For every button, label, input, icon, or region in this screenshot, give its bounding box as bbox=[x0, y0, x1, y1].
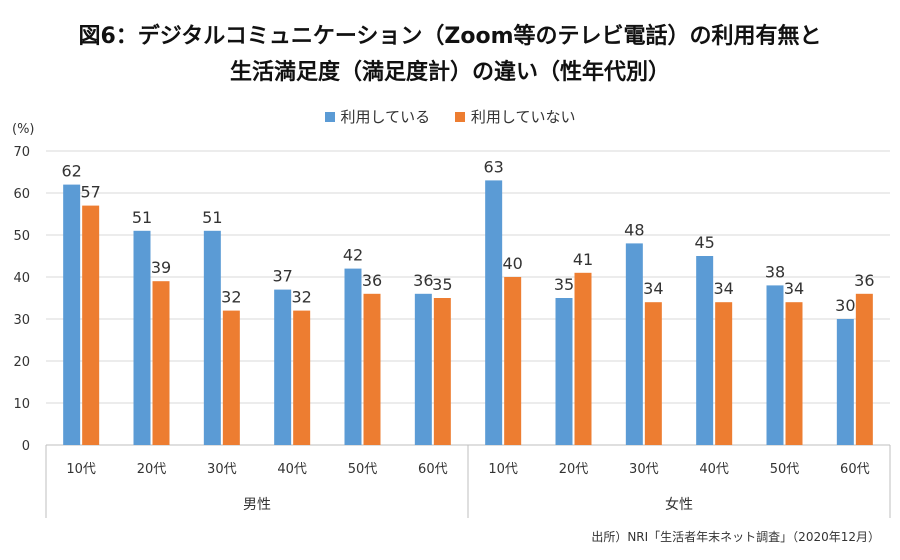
data-label: 42 bbox=[343, 246, 363, 265]
data-label: 48 bbox=[624, 220, 644, 239]
bar-not-using bbox=[574, 272, 592, 445]
bar-using bbox=[344, 268, 362, 445]
source-note: 出所）NRI「生活者年末ネット調査」（2020年12月） bbox=[591, 530, 880, 544]
data-label: 36 bbox=[362, 271, 382, 290]
bar-not-using bbox=[644, 302, 662, 445]
bar-not-using bbox=[855, 293, 873, 445]
bar-not-using bbox=[785, 302, 803, 445]
data-label: 39 bbox=[151, 258, 171, 277]
data-label: 30 bbox=[835, 296, 855, 315]
data-label: 32 bbox=[291, 288, 311, 307]
bar-not-using bbox=[715, 302, 733, 445]
data-label: 51 bbox=[202, 208, 222, 227]
bar-not-using bbox=[293, 310, 311, 445]
bar-using bbox=[203, 230, 221, 445]
x-tick-label: 10代 bbox=[488, 462, 518, 477]
legend-label-using: 利用している bbox=[340, 108, 431, 126]
y-tick-label: 60 bbox=[13, 187, 30, 202]
data-label: 51 bbox=[132, 208, 152, 227]
bar-not-using bbox=[504, 277, 522, 445]
legend-item-using: 利用している bbox=[324, 106, 431, 127]
bar-not-using bbox=[222, 310, 240, 445]
legend-item-not-using: 利用していない bbox=[454, 106, 576, 127]
data-label: 35 bbox=[432, 275, 452, 294]
data-label: 36 bbox=[854, 271, 874, 290]
x-tick-label: 30代 bbox=[629, 462, 659, 477]
legend-swatch-using bbox=[324, 111, 335, 122]
bar-using bbox=[274, 289, 292, 445]
bar-using bbox=[625, 243, 643, 445]
group-label: 女性 bbox=[665, 496, 693, 513]
y-tick-label: 20 bbox=[13, 355, 30, 370]
x-tick-label: 50代 bbox=[770, 462, 800, 477]
data-label: 34 bbox=[784, 279, 804, 298]
chart-title-line1: 図6：デジタルコミュニケーション（Zoom等のテレビ電話）の利用有無と bbox=[78, 24, 822, 49]
data-label: 34 bbox=[643, 279, 663, 298]
data-label: 37 bbox=[272, 267, 292, 286]
legend: 利用している 利用していない bbox=[0, 106, 900, 127]
legend-label-not-using: 利用していない bbox=[470, 108, 576, 126]
x-tick-label: 60代 bbox=[418, 462, 448, 477]
x-tick-label: 60代 bbox=[840, 462, 870, 477]
legend-swatch-not-using bbox=[454, 111, 465, 122]
x-tick-label: 40代 bbox=[699, 462, 729, 477]
data-label: 40 bbox=[502, 254, 522, 273]
bar-not-using bbox=[433, 298, 451, 445]
bar-not-using bbox=[363, 293, 381, 445]
y-tick-label: 30 bbox=[13, 313, 30, 328]
group-label: 男性 bbox=[243, 497, 271, 513]
bar-not-using bbox=[82, 205, 100, 445]
x-tick-label: 20代 bbox=[137, 462, 167, 477]
x-tick-label: 20代 bbox=[559, 462, 589, 477]
y-tick-label: 0 bbox=[22, 439, 30, 454]
data-label: 38 bbox=[765, 262, 785, 281]
bar-using bbox=[836, 319, 854, 445]
data-label: 34 bbox=[713, 279, 733, 298]
data-label: 63 bbox=[483, 157, 503, 176]
data-label: 57 bbox=[80, 183, 100, 202]
x-tick-label: 10代 bbox=[66, 462, 96, 477]
data-label: 32 bbox=[221, 288, 241, 307]
y-tick-label: 40 bbox=[13, 271, 30, 286]
y-tick-label: 70 bbox=[13, 145, 30, 160]
bar-using bbox=[555, 298, 573, 445]
bar-using bbox=[766, 285, 784, 445]
bar-using bbox=[414, 293, 432, 445]
bar-not-using bbox=[152, 281, 170, 445]
bar-using bbox=[485, 180, 503, 445]
chart-title-line2: 生活満足度（満足度計）の違い（性年代別） bbox=[229, 60, 670, 85]
x-tick-label: 40代 bbox=[277, 462, 307, 477]
bar-using bbox=[133, 230, 151, 445]
data-label: 45 bbox=[694, 233, 714, 252]
y-tick-label: 50 bbox=[13, 229, 30, 244]
y-axis-unit: (%) bbox=[12, 122, 35, 137]
data-label: 36 bbox=[413, 271, 433, 290]
bar-using bbox=[63, 184, 81, 445]
x-tick-label: 50代 bbox=[348, 462, 378, 477]
data-label: 41 bbox=[573, 250, 593, 269]
x-tick-label: 30代 bbox=[207, 462, 237, 477]
y-tick-label: 10 bbox=[13, 397, 30, 412]
bar-using bbox=[696, 256, 714, 445]
data-label: 35 bbox=[554, 275, 574, 294]
data-label: 62 bbox=[61, 162, 81, 181]
